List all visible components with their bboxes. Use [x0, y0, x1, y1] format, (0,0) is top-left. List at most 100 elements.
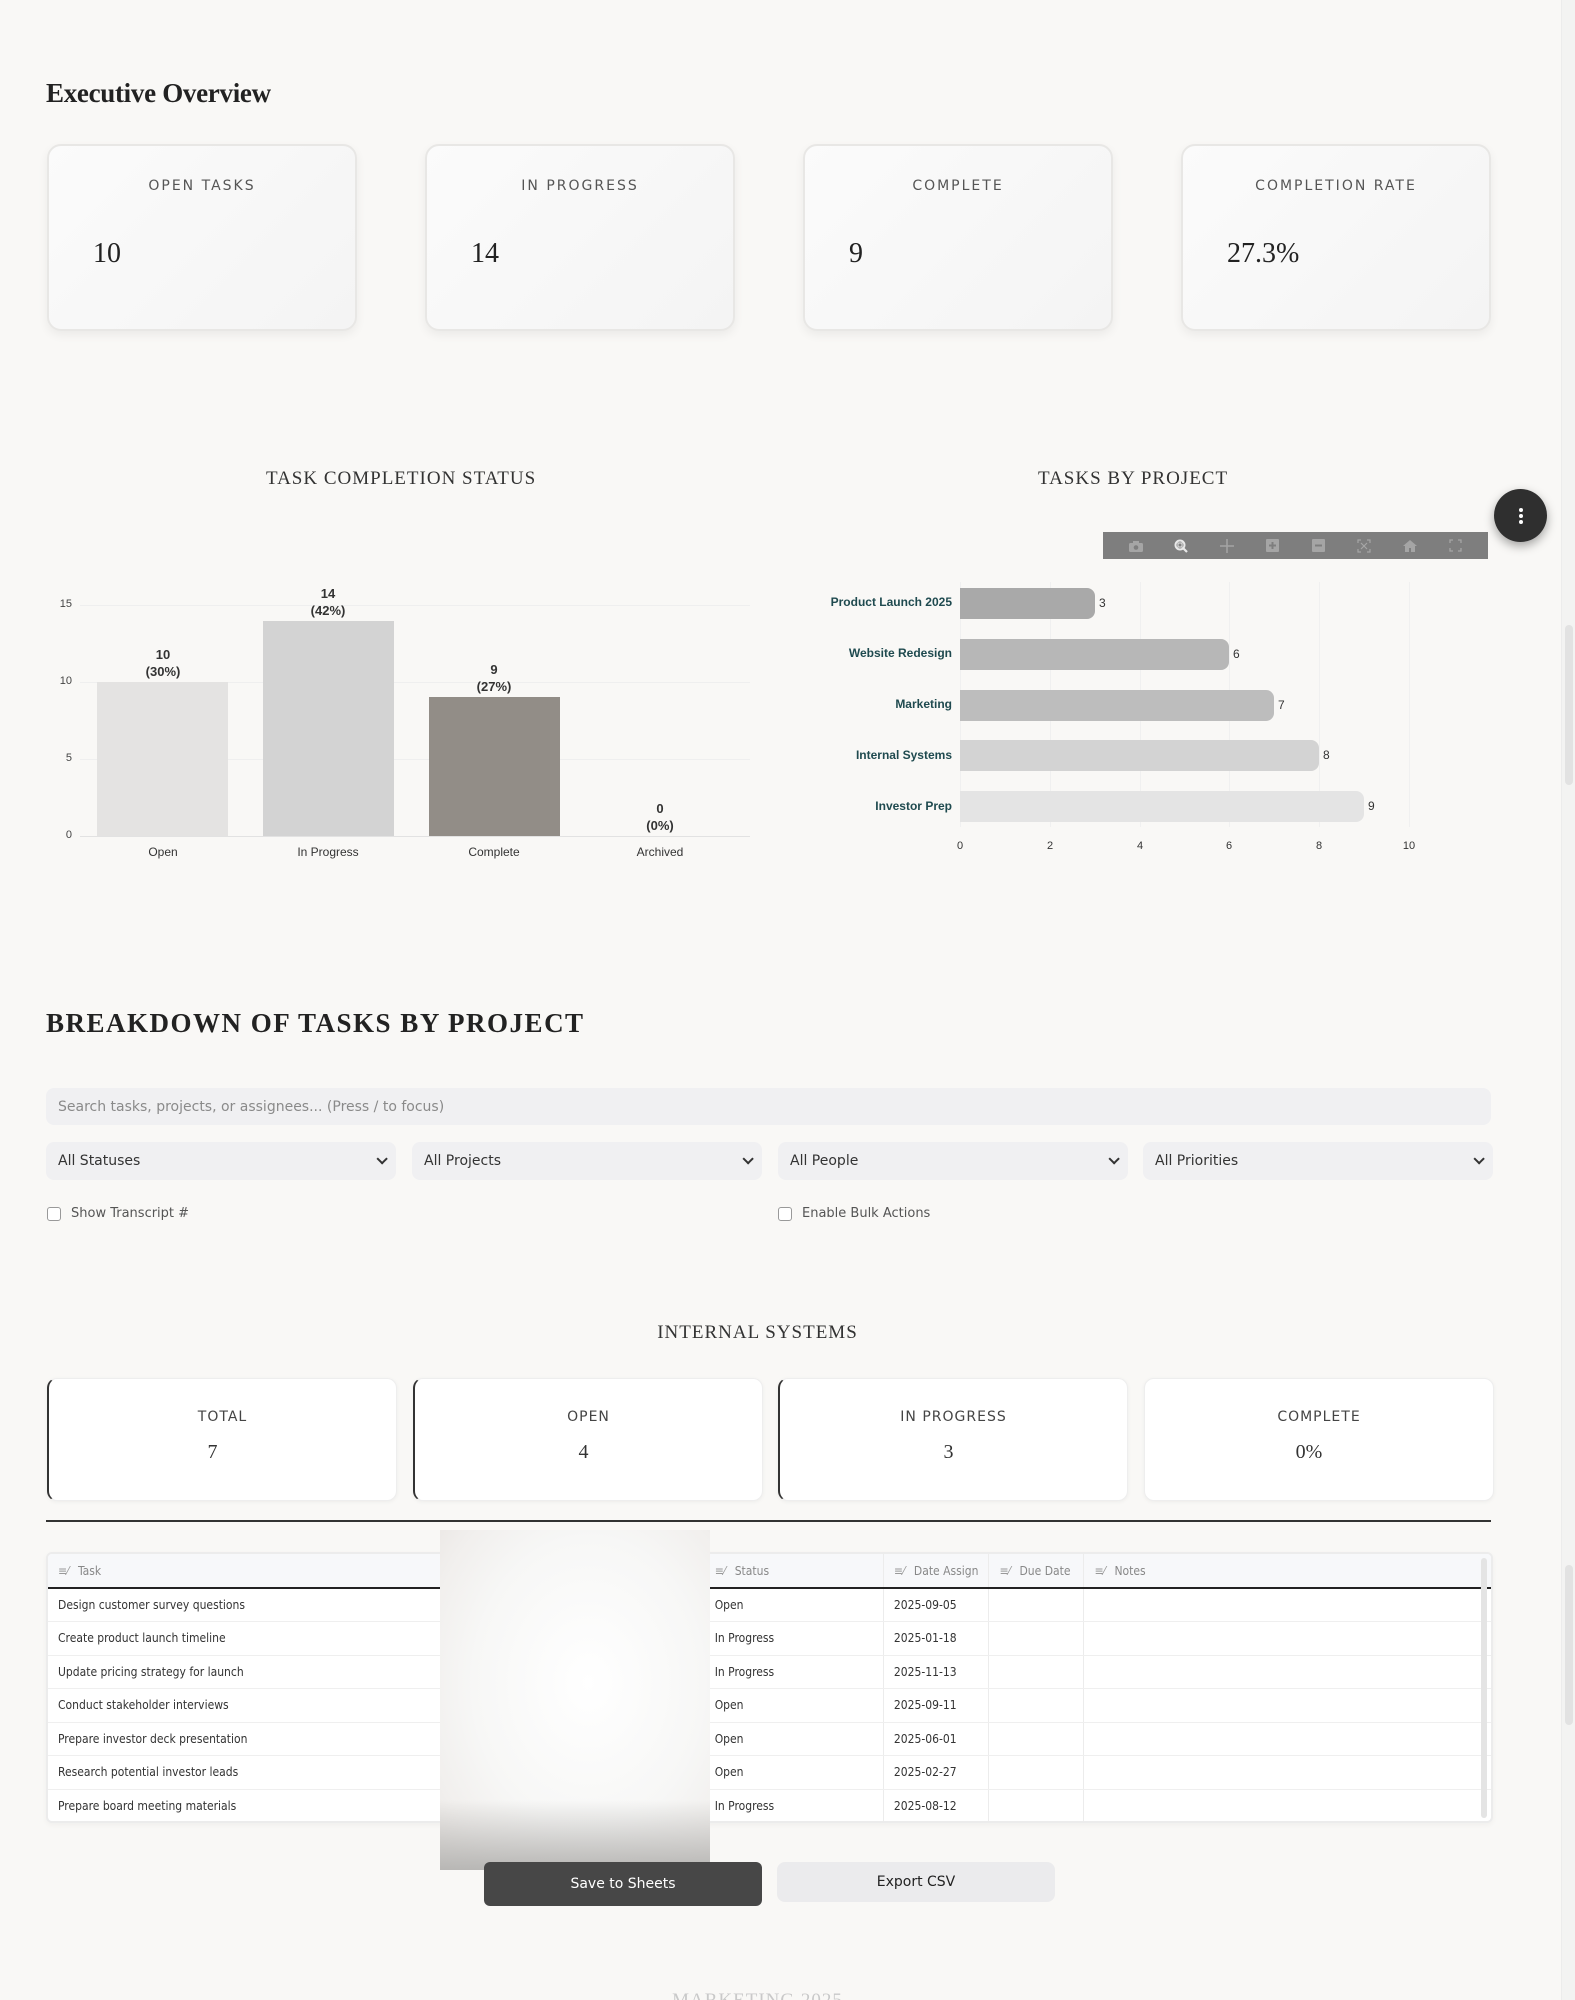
table-scrollbar[interactable]: [1481, 1558, 1487, 1818]
column-edit-icon: ≡⁄: [1094, 1563, 1106, 1578]
cell-date-assigned[interactable]: 2025-02-27: [882, 1755, 989, 1790]
page-scrollbar[interactable]: [1561, 0, 1575, 2000]
pan-icon[interactable]: [1219, 538, 1235, 554]
scrollbar-thumb-secondary[interactable]: [1565, 1565, 1573, 1725]
zoom-out-icon[interactable]: [1310, 538, 1326, 554]
bar-marketing[interactable]: [960, 690, 1274, 721]
bar-value: 9: [1368, 799, 1375, 813]
project-filter-select[interactable]: All Projects: [412, 1142, 762, 1180]
column-edit-icon: ≡⁄: [714, 1563, 726, 1578]
stat-value: 3: [943, 1441, 954, 1463]
bar-complete[interactable]: [429, 697, 560, 836]
stat-card-total: TOTAL 7: [47, 1378, 397, 1501]
column-header-status[interactable]: ≡⁄ Status: [704, 1554, 884, 1589]
cell-notes[interactable]: [1083, 1688, 1491, 1723]
zoom-icon[interactable]: [1173, 538, 1189, 554]
search-input[interactable]: [46, 1088, 1491, 1125]
show-transcript-checkbox[interactable]: [47, 1206, 61, 1221]
executive-overview-title: Executive Overview: [46, 78, 271, 108]
chevron-down-icon: [376, 1153, 388, 1165]
column-header-notes[interactable]: ≡⁄ Notes: [1083, 1554, 1491, 1589]
gridline: [80, 759, 750, 760]
x-tick: 4: [1136, 840, 1144, 852]
chevron-down-icon: [1108, 1153, 1120, 1165]
table-row[interactable]: Update pricing strategy for launch In Pr…: [48, 1655, 1491, 1689]
priority-filter-select[interactable]: All Priorities: [1143, 1142, 1493, 1180]
cell-notes[interactable]: [1083, 1789, 1491, 1821]
fullscreen-icon[interactable]: [1447, 538, 1463, 554]
project-section-title: INTERNAL SYSTEMS: [657, 1322, 858, 1343]
kpi-value: 9: [849, 238, 863, 269]
bar-label-archived: 0 (0%): [646, 801, 674, 833]
bar-in-progress[interactable]: [263, 621, 394, 836]
table-row[interactable]: Research potential investor leads Open 2…: [48, 1755, 1491, 1790]
cell-date-assigned[interactable]: 2025-01-18: [882, 1621, 989, 1656]
camera-icon[interactable]: [1128, 538, 1144, 554]
export-csv-button[interactable]: Export CSV: [777, 1862, 1055, 1902]
scrollbar-thumb[interactable]: [1565, 625, 1573, 785]
cell-due-date[interactable]: [988, 1755, 1084, 1790]
table-row[interactable]: Conduct stakeholder interviews Open 2025…: [48, 1688, 1491, 1723]
more-options-button[interactable]: [1494, 489, 1547, 542]
bulk-actions-checkbox[interactable]: [778, 1206, 792, 1221]
bulk-actions-label: Enable Bulk Actions: [802, 1206, 931, 1221]
column-header-date-assigned[interactable]: ≡⁄ Date Assign: [882, 1554, 989, 1589]
y-tick: 10: [59, 675, 72, 687]
reset-axes-icon[interactable]: [1402, 538, 1418, 554]
chevron-down-icon: [742, 1153, 754, 1165]
cell-date-assigned[interactable]: 2025-09-05: [882, 1588, 989, 1622]
stat-card-complete: COMPLETE 0%: [1144, 1378, 1494, 1501]
category-label: In Progress: [297, 845, 359, 859]
bar-internal-systems[interactable]: [960, 740, 1319, 771]
cell-notes[interactable]: [1083, 1621, 1491, 1656]
cell-date-assigned[interactable]: 2025-11-13: [882, 1655, 989, 1689]
bar-value: 3: [1099, 596, 1106, 610]
cell-status[interactable]: In Progress: [704, 1789, 884, 1821]
tasks-by-project-chart: Product Launch 2025 3 Website Redesign 6…: [780, 570, 1500, 870]
dot-icon: [1518, 519, 1523, 524]
cell-date-assigned[interactable]: 2025-09-11: [882, 1688, 989, 1723]
x-axis-line: [80, 836, 750, 837]
table-row[interactable]: Create product launch timeline In Progre…: [48, 1621, 1491, 1656]
bar-value: 6: [1233, 647, 1240, 661]
bar-website-redesign[interactable]: [960, 639, 1229, 670]
cell-notes[interactable]: [1083, 1655, 1491, 1689]
cell-notes[interactable]: [1083, 1588, 1491, 1622]
cell-status[interactable]: In Progress: [704, 1621, 884, 1656]
bar-value: 8: [1323, 748, 1330, 762]
zoom-in-icon[interactable]: [1265, 538, 1281, 554]
dot-icon: [1518, 507, 1523, 512]
bar-product-launch-2025[interactable]: [960, 588, 1095, 619]
cell-date-assigned[interactable]: 2025-06-01: [882, 1722, 989, 1756]
show-transcript-toggle[interactable]: Show Transcript #: [47, 1206, 189, 1221]
select-value: All People: [790, 1153, 859, 1169]
cell-status[interactable]: In Progress: [704, 1655, 884, 1689]
show-transcript-label: Show Transcript #: [71, 1206, 190, 1221]
cell-due-date[interactable]: [988, 1789, 1084, 1821]
cell-due-date[interactable]: [988, 1688, 1084, 1723]
table-row[interactable]: Prepare investor deck presentation Open …: [48, 1722, 1491, 1756]
people-filter-select[interactable]: All People: [778, 1142, 1128, 1180]
cell-status[interactable]: Open: [704, 1588, 884, 1622]
cell-notes[interactable]: [1083, 1755, 1491, 1790]
column-header-due-date[interactable]: ≡⁄ Due Date: [988, 1554, 1084, 1589]
cell-status[interactable]: Open: [704, 1688, 884, 1723]
table-row[interactable]: Design customer survey questions Open 20…: [48, 1588, 1491, 1622]
bulk-actions-toggle[interactable]: Enable Bulk Actions: [778, 1206, 930, 1221]
bar-open[interactable]: [97, 682, 228, 836]
status-filter-select[interactable]: All Statuses: [46, 1142, 396, 1180]
cell-status[interactable]: Open: [704, 1722, 884, 1756]
table-row[interactable]: Prepare board meeting materials In Progr…: [48, 1789, 1491, 1821]
bar-investor-prep[interactable]: [960, 791, 1364, 822]
section-divider: [46, 1520, 1491, 1522]
cell-due-date[interactable]: [988, 1621, 1084, 1656]
cell-status[interactable]: Open: [704, 1755, 884, 1790]
cell-due-date[interactable]: [988, 1722, 1084, 1756]
cell-notes[interactable]: [1083, 1722, 1491, 1756]
cell-due-date[interactable]: [988, 1655, 1084, 1689]
save-to-sheets-button[interactable]: Save to Sheets: [484, 1862, 762, 1906]
cell-due-date[interactable]: [988, 1588, 1084, 1622]
kpi-label: COMPLETE: [912, 178, 1004, 194]
cell-date-assigned[interactable]: 2025-08-12: [882, 1789, 989, 1821]
autoscale-icon[interactable]: [1356, 538, 1372, 554]
